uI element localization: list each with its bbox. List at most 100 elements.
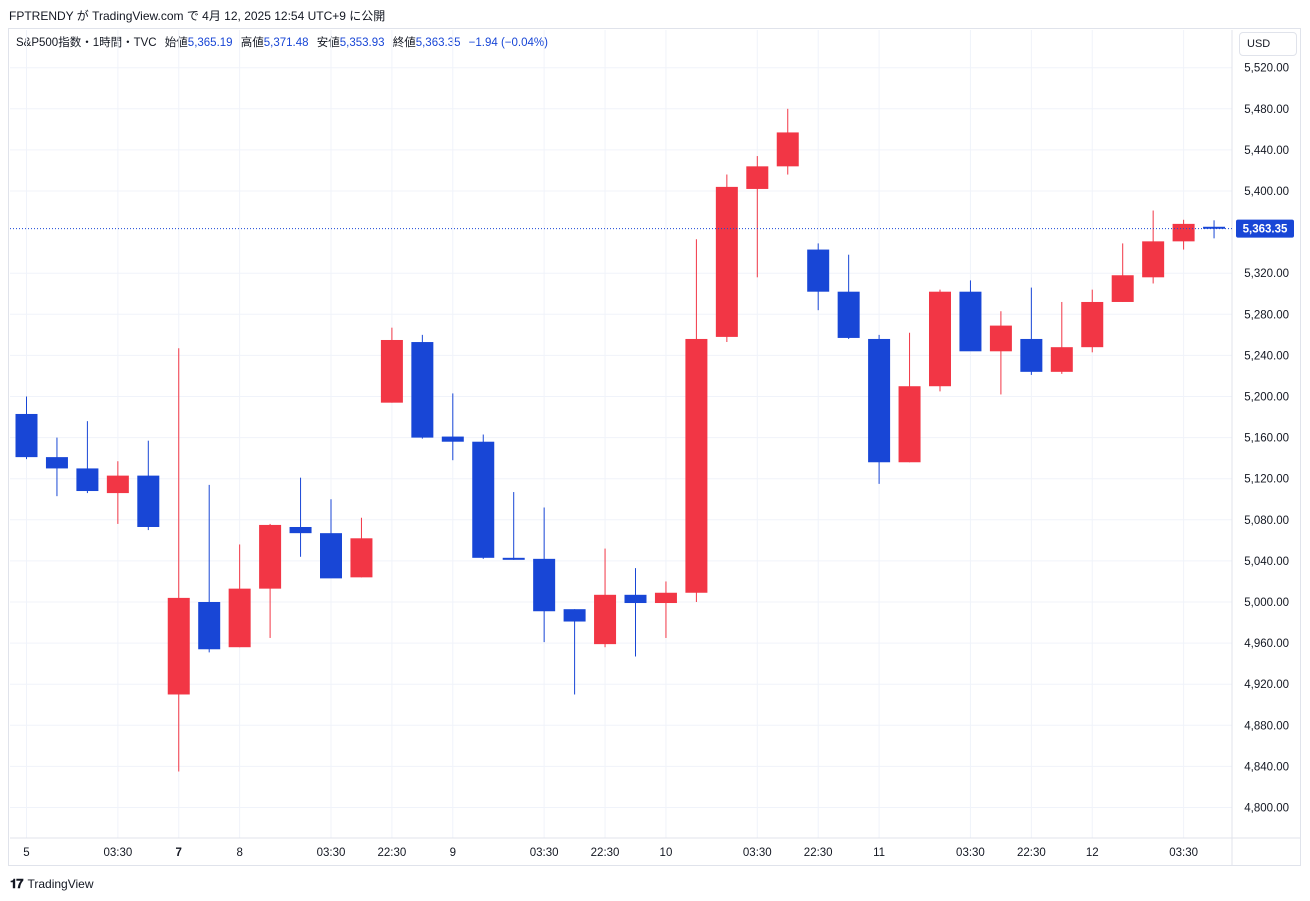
candle (807, 243, 830, 311)
y-tick-label: 4,960.00 (1244, 638, 1289, 650)
candle-body (167, 597, 190, 695)
candle (472, 434, 495, 559)
ohlc-legend: S&P500指数・1時間・TVC 始値5,365.19 高値5,371.48 安… (16, 34, 548, 50)
candle-body (959, 291, 982, 352)
candle-body (320, 533, 342, 579)
candle-body (76, 468, 99, 492)
publication-caption: FPTRENDY が TradingView.com で 4月 12, 2025… (9, 9, 386, 23)
candle-body (898, 386, 921, 463)
candle-body (1172, 223, 1195, 242)
candle-body (259, 524, 282, 589)
symbol-label[interactable]: S&P500指数・1時間・TVC (16, 37, 157, 49)
x-tick-label: 03:30 (956, 847, 985, 859)
candle-body (198, 602, 221, 650)
x-tick-label: 03:30 (743, 847, 772, 859)
x-tick-label: 10 (660, 847, 673, 859)
candle-body (45, 457, 68, 469)
candle (167, 348, 190, 772)
x-tick-label: 8 (236, 847, 242, 859)
close-label: 終値 (392, 37, 416, 49)
candle (380, 327, 403, 403)
y-tick-label: 4,880.00 (1244, 720, 1289, 732)
candle-body (624, 594, 647, 604)
candle-body (837, 291, 860, 338)
candle (1203, 220, 1226, 239)
candle (594, 548, 617, 648)
candle (959, 280, 982, 352)
y-tick-label: 5,120.00 (1244, 474, 1289, 486)
y-tick-label: 5,280.00 (1244, 309, 1289, 321)
change-value: −1.94 (−0.04%) (468, 37, 548, 49)
candle (1020, 287, 1043, 375)
candle (1142, 210, 1165, 284)
currency-button[interactable]: USD (1239, 32, 1297, 56)
candle-body (411, 342, 434, 438)
tradingview-logo-icon: 𝟏𝟕 (10, 876, 24, 891)
candle-body (746, 166, 769, 189)
x-tick-label: 22:30 (591, 847, 620, 859)
candle-body (776, 132, 799, 167)
candle (350, 517, 373, 578)
candle (837, 254, 860, 339)
candle-body (350, 538, 373, 578)
candle (776, 108, 799, 175)
candle-body (106, 475, 129, 494)
candle-body (472, 441, 495, 558)
y-tick-label: 5,040.00 (1244, 556, 1289, 568)
grid-lines (10, 30, 1300, 865)
candle (45, 437, 68, 497)
candle-body (289, 526, 312, 534)
x-tick-label: 03:30 (1169, 847, 1198, 859)
candle (289, 477, 312, 557)
x-tick-label: 7 (176, 847, 182, 859)
chart-frame (8, 28, 1301, 866)
candle (320, 499, 342, 579)
candle (228, 544, 251, 648)
x-tick-label: 11 (873, 847, 885, 859)
candle-body (563, 609, 586, 622)
x-tick-label: 9 (450, 847, 456, 859)
candle-body (15, 413, 38, 458)
x-tick-label: 03:30 (317, 847, 346, 859)
candle-body (715, 186, 738, 337)
candle-body (502, 557, 525, 560)
x-tick-label: 03:30 (103, 847, 132, 859)
y-tick-label: 5,520.00 (1244, 63, 1289, 75)
candles (15, 108, 1226, 772)
candle (563, 609, 586, 695)
y-tick-label: 4,840.00 (1244, 761, 1289, 773)
candle (137, 440, 160, 531)
time-axis: 5 03:30 7 8 03:30 22:30 9 03:30 22:30 10 03:30 22:3… (23, 847, 1198, 859)
open-label: 始値 (164, 37, 188, 49)
candle-body (685, 338, 708, 593)
price-axis: 4,800.00 4,840.00 4,880.00 4,920.00 4,960.00… (1244, 63, 1289, 815)
candle (685, 239, 708, 602)
candle (929, 289, 951, 392)
high-label: 高値 (240, 37, 264, 49)
high-value: 5,371.48 (263, 37, 309, 49)
candle (746, 156, 769, 278)
candle-body (137, 475, 160, 527)
y-tick-label: 5,000.00 (1244, 597, 1289, 609)
candle-body (654, 592, 677, 604)
close-value: 5,363.35 (415, 37, 461, 49)
y-tick-label: 5,160.00 (1244, 433, 1289, 445)
y-tick-label: 5,440.00 (1244, 145, 1289, 157)
candle-body (929, 291, 951, 387)
candle-body (1142, 241, 1165, 278)
x-tick-label: 03:30 (530, 847, 559, 859)
last-price-tag (1236, 219, 1294, 238)
candle-body (228, 588, 251, 648)
candle-body (380, 339, 403, 403)
last-price-label: 5,363.35 (1243, 224, 1288, 236)
candle-body (441, 436, 464, 442)
tradingview-branding[interactable]: 𝟏𝟕 TradingView (10, 876, 94, 892)
y-tick-label: 4,920.00 (1244, 679, 1289, 691)
y-tick-label: 5,480.00 (1244, 104, 1289, 116)
x-tick-label: 22:30 (804, 847, 833, 859)
brand-name: TradingView (27, 877, 94, 891)
candle (76, 421, 99, 494)
candle (1081, 289, 1104, 353)
candle (411, 334, 434, 439)
